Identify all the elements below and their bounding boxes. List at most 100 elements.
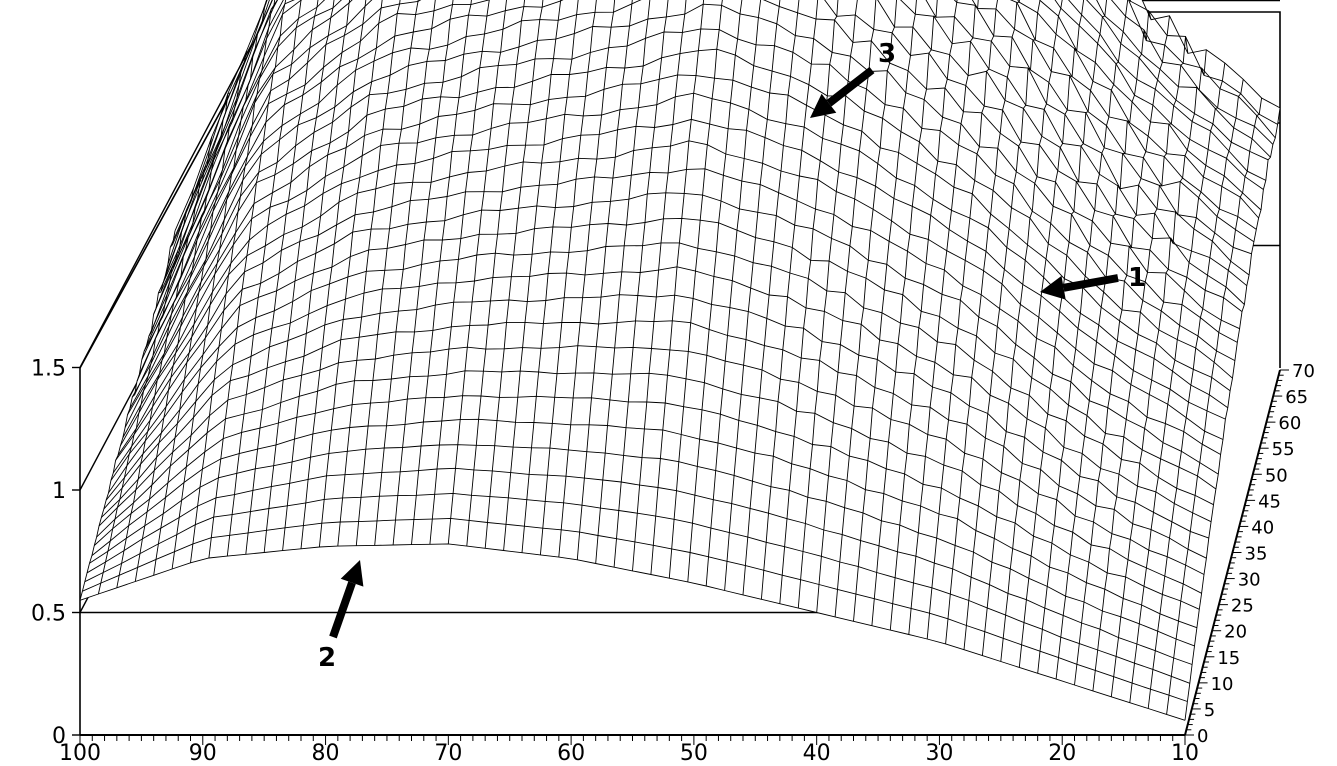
mesh-line-x: [1018, 0, 1107, 668]
mesh-line-x: [521, 0, 579, 553]
mesh-line-x: [1147, 79, 1244, 709]
mesh-line-x: [687, 0, 743, 582]
callout-1: 1: [1040, 263, 1146, 300]
depth-tick-label: 20: [1224, 622, 1247, 643]
callout-label: 2: [318, 643, 336, 673]
mesh-line-x: [318, 0, 383, 548]
callout-arrow-shaft: [329, 581, 356, 639]
depth-tick-label: 50: [1265, 465, 1288, 486]
mesh-line-x: [282, 0, 351, 551]
depth-tick-label: 35: [1245, 544, 1268, 565]
callout-3: 3: [810, 39, 896, 118]
depth-tick-label: 15: [1217, 648, 1240, 669]
mesh-line-x: [226, 0, 302, 557]
mesh-line-x: [355, 0, 419, 546]
callout-label: 3: [878, 39, 896, 69]
mesh-line-x: [963, 0, 1041, 650]
x-tick-label: 60: [557, 741, 585, 766]
callout-arrow-shaft: [826, 66, 875, 107]
depth-tick-label: 55: [1272, 439, 1295, 460]
mesh-line-x: [97, 188, 194, 595]
mesh-line-x: [411, 0, 472, 545]
mesh-line-x: [595, 0, 651, 564]
x-tick-label: 20: [1048, 741, 1076, 766]
mesh-line-x: [466, 0, 525, 547]
z-tick-label: 1: [52, 479, 66, 504]
mesh-line-x: [1055, 10, 1152, 680]
x-tick-label: 100: [59, 741, 101, 766]
surface-mesh: [79, 0, 1281, 721]
x-tick-label: 80: [312, 741, 340, 766]
mesh-line-x: [429, 0, 490, 545]
mesh-line-x: [1184, 107, 1281, 721]
x-tick-label: 10: [1171, 741, 1199, 766]
mesh-line-x: [632, 0, 687, 571]
mesh-line-x: [134, 92, 231, 582]
mesh-line-x: [853, 0, 917, 622]
mesh-line-x: [153, 50, 249, 576]
mesh-line-x: [171, 0, 268, 570]
mesh-line-x: [263, 0, 335, 553]
mesh-line-x: [1074, 15, 1170, 686]
mesh-line-x: [208, 0, 287, 559]
mesh-line-x: [245, 0, 319, 555]
mesh-line-x: [724, 0, 781, 591]
mesh-line-x: [981, 0, 1063, 656]
mesh-line-x: [1037, 0, 1131, 674]
mesh-line-x: [374, 0, 436, 546]
mesh-line-x: [337, 0, 401, 547]
mesh-line-x: [871, 0, 938, 626]
z-tick-label: 0: [52, 724, 66, 749]
mesh-line-x: [539, 0, 597, 555]
mesh-line-x: [576, 0, 633, 560]
depth-tick-label: 65: [1285, 387, 1308, 408]
surface-fill: [80, 0, 1280, 721]
x-tick-label: 50: [680, 741, 708, 766]
depth-tick-label: 0: [1197, 726, 1208, 747]
mesh-line-x: [558, 0, 616, 558]
mesh-line-x: [668, 0, 723, 579]
mesh-line-x: [392, 0, 454, 546]
mesh-line-x: [816, 0, 877, 613]
mesh-line-x: [1129, 62, 1226, 703]
mesh-line-x: [926, 0, 998, 640]
mesh-line-x: [79, 230, 176, 601]
mesh-line-x: [300, 0, 367, 549]
callouts: 1 2 3: [318, 39, 1146, 673]
callout-arrow-head: [810, 93, 837, 118]
mesh-line-x: [484, 0, 544, 549]
depth-tick-label: 45: [1258, 491, 1281, 512]
mesh-line-x: [1000, 0, 1085, 662]
x-tick-label: 90: [189, 741, 217, 766]
depth-tick-label: 60: [1278, 413, 1301, 434]
depth-tick-label: 5: [1204, 700, 1215, 721]
mesh-line-x: [116, 136, 213, 588]
z-gridline-left: [79, 0, 276, 368]
callout-arrow-head: [340, 560, 364, 587]
mesh-line-x: [1110, 49, 1207, 697]
depth-tick-label: 40: [1251, 517, 1274, 538]
mesh-line-x: [779, 0, 839, 604]
mesh-line-x: [447, 0, 507, 544]
mesh-line-x: [908, 0, 979, 635]
depth-tick-label: 25: [1231, 596, 1254, 617]
callout-2: 2: [318, 560, 364, 673]
axes: 100 90 80 70 60 50 40 30 20 1000.511.505101520253…: [31, 357, 1315, 766]
z-tick-label: 1.5: [31, 357, 66, 382]
mesh-line-x: [613, 0, 669, 568]
mesh-line-x: [834, 0, 897, 617]
mesh-line-x: [503, 0, 562, 551]
mesh-line-x: [1166, 97, 1263, 715]
depth-tick-label: 30: [1238, 570, 1261, 591]
mesh-line-x: [797, 0, 858, 609]
mesh-line-x: [650, 0, 705, 575]
mesh-line-x: [760, 0, 819, 600]
mesh-line-x: [705, 0, 762, 587]
mesh-line-x: [1092, 36, 1189, 691]
x-tick-label: 70: [434, 741, 462, 766]
z-tick-label: 0.5: [31, 602, 66, 627]
callout-arrow-head: [1040, 275, 1066, 300]
mesh-line-x: [742, 0, 800, 595]
x-tick-label: 40: [803, 741, 831, 766]
